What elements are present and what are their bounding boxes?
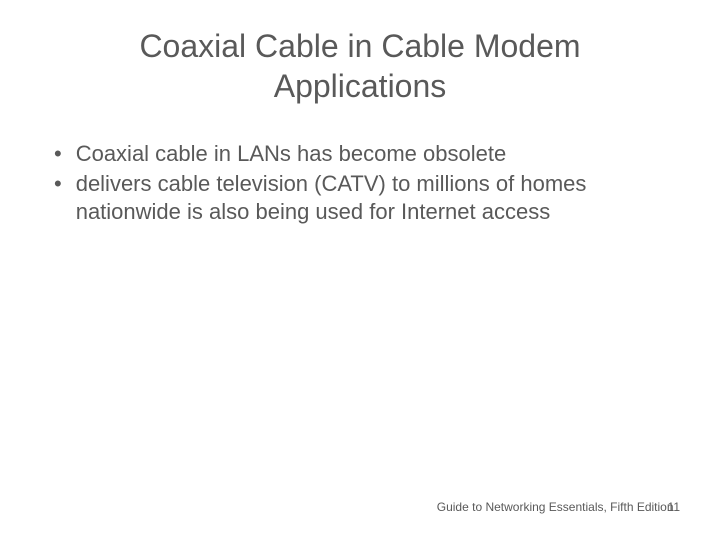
slide-title: Coaxial Cable in Cable Modem Application…: [40, 26, 680, 106]
bullet-list: • Coaxial cable in LANs has become obsol…: [40, 140, 680, 226]
bullet-text: Coaxial cable in LANs has become obsolet…: [76, 140, 680, 168]
footer-text: Guide to Networking Essentials, Fifth Ed…: [437, 500, 674, 514]
bullet-icon: •: [50, 140, 76, 168]
slide-footer: Guide to Networking Essentials, Fifth Ed…: [437, 500, 680, 514]
bullet-text: delivers cable television (CATV) to mill…: [76, 170, 680, 226]
bullet-icon: •: [50, 170, 76, 198]
list-item: • Coaxial cable in LANs has become obsol…: [50, 140, 680, 168]
slide-container: Coaxial Cable in Cable Modem Application…: [0, 0, 720, 540]
list-item: • delivers cable television (CATV) to mi…: [50, 170, 680, 226]
page-number: 11: [668, 500, 680, 514]
